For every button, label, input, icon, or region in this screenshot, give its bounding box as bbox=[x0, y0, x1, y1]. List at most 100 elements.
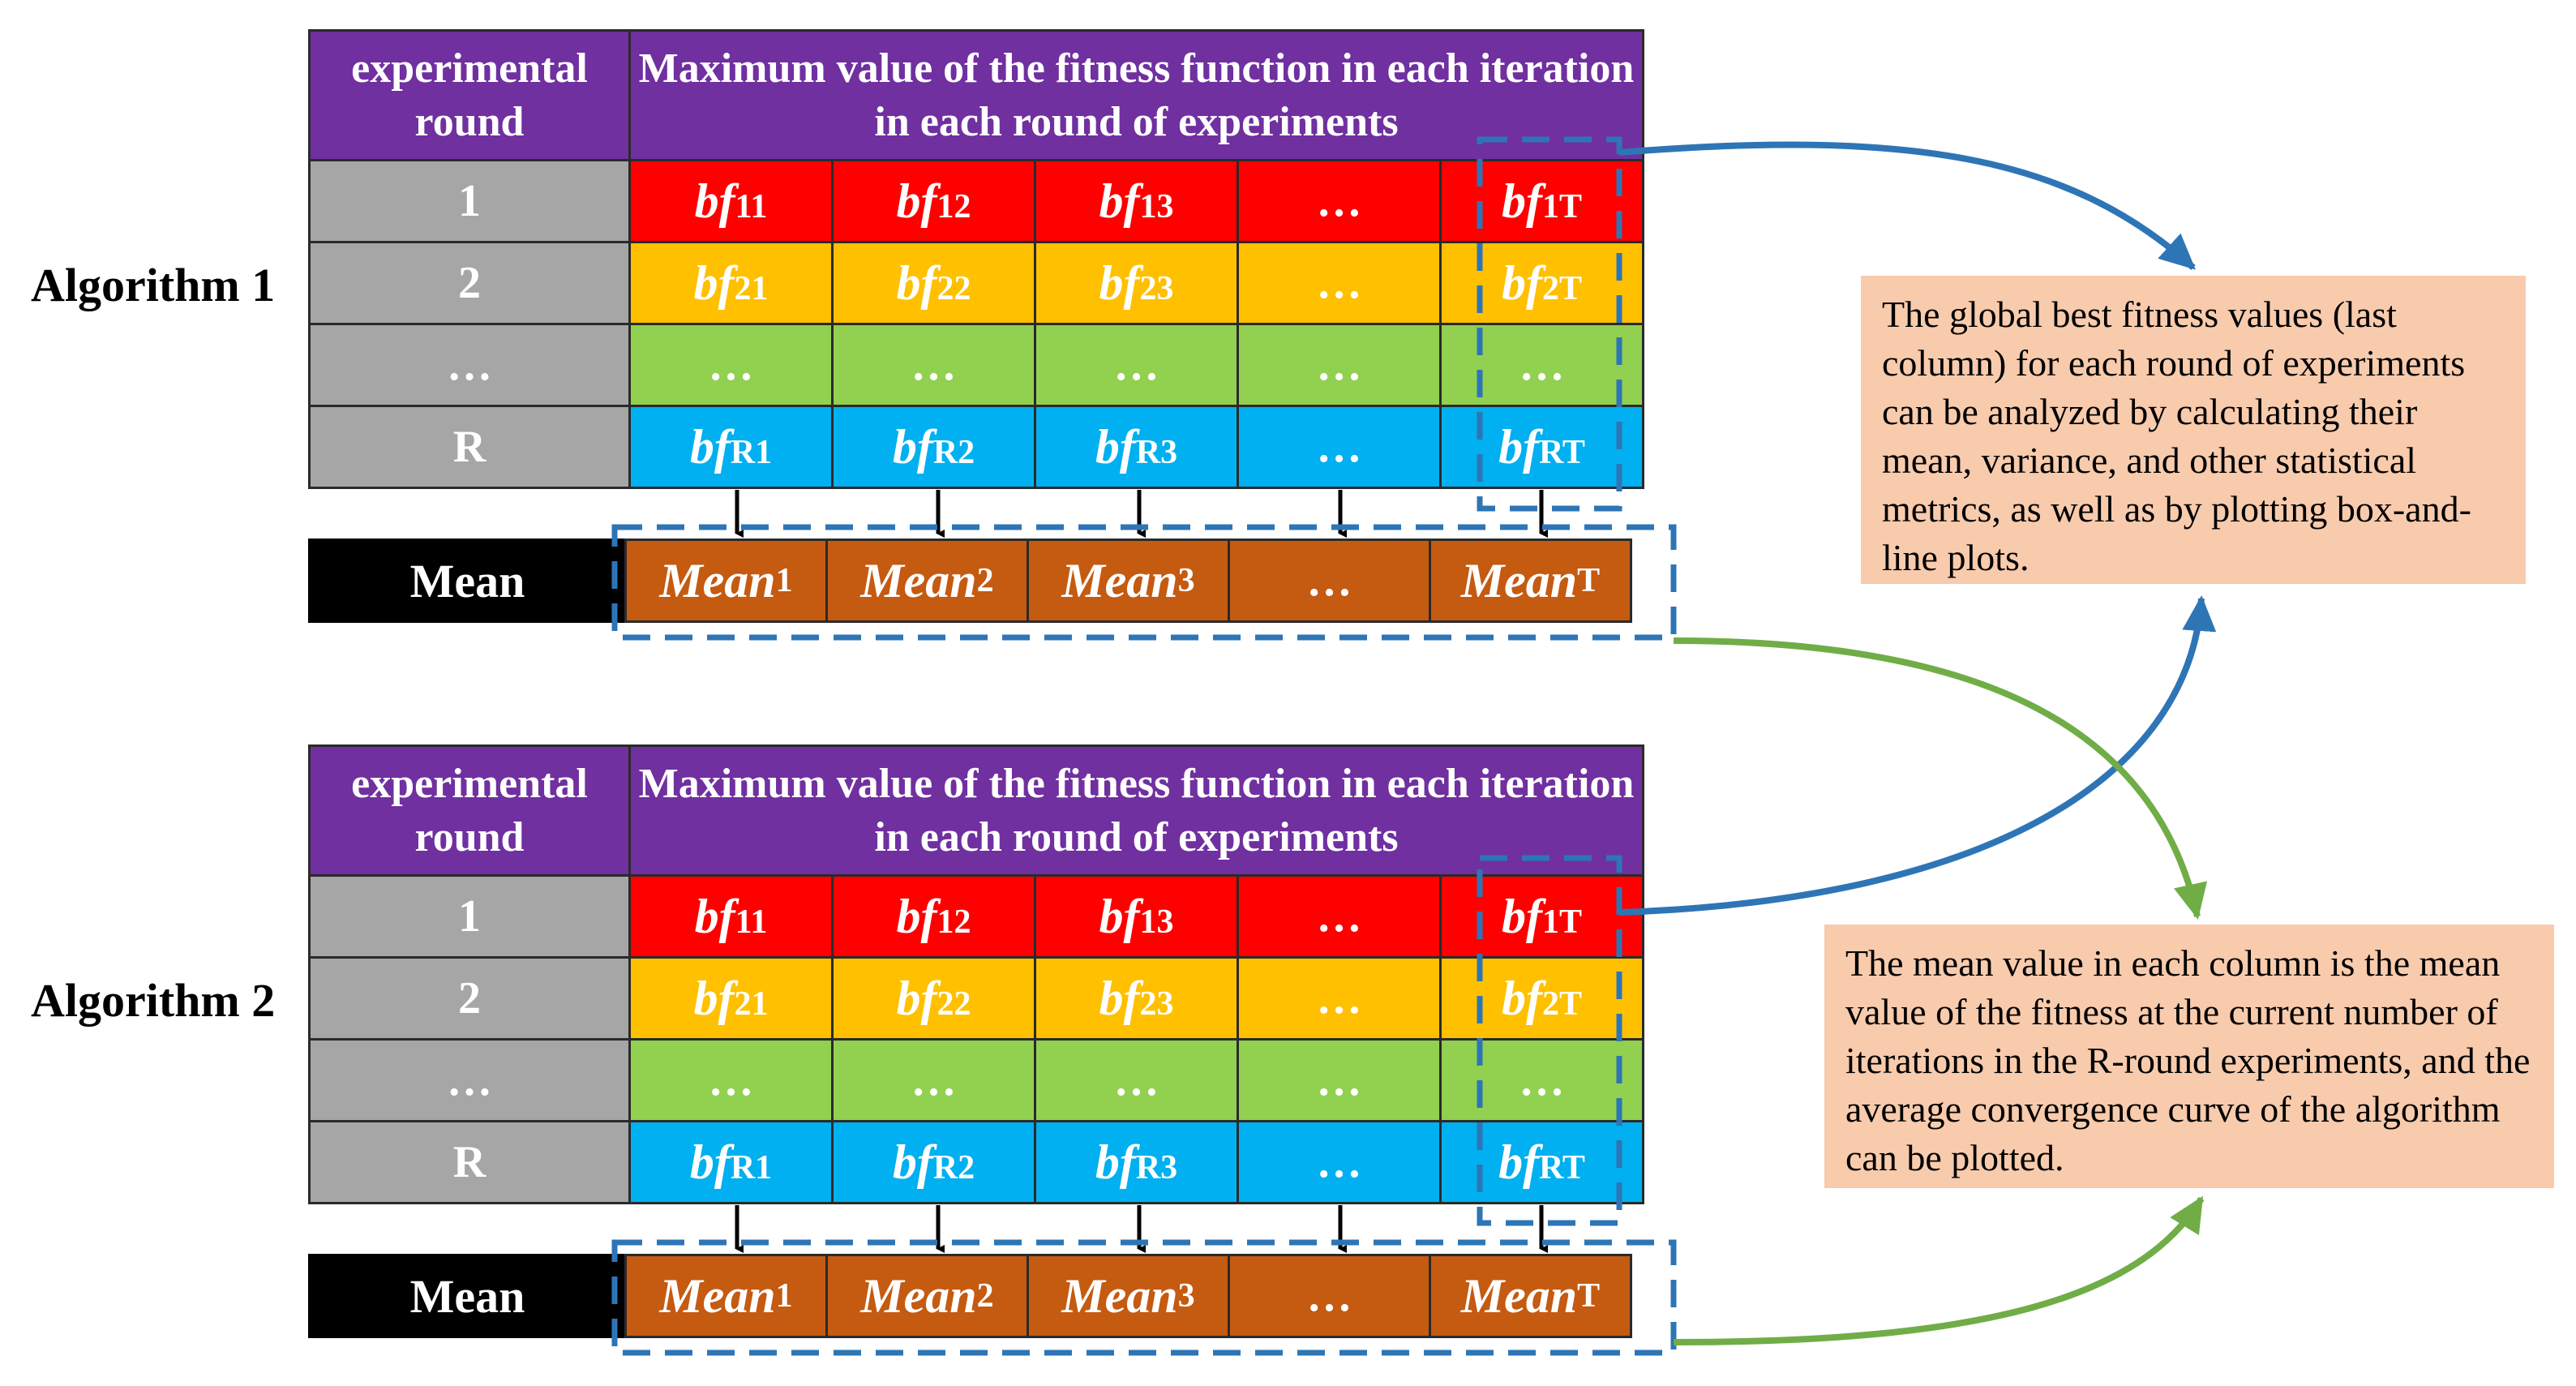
mean-cell: Mean 3 bbox=[1027, 1254, 1230, 1338]
value-cell: … bbox=[1237, 159, 1442, 243]
green-arrow-bottom bbox=[1673, 1195, 2205, 1345]
mean-cell: Mean 1 bbox=[624, 1254, 828, 1338]
mean-row-box-1 bbox=[611, 524, 1677, 641]
mean-cell: Mean 2 bbox=[825, 539, 1029, 623]
cell-subscript: 13 bbox=[1139, 187, 1174, 225]
cell-symbol: Mean bbox=[1460, 1268, 1578, 1323]
table-row: 2 bf21 bf22 bf23 … bf2T bbox=[308, 241, 1644, 325]
value-cell: … bbox=[628, 323, 834, 407]
cell-subscript: 2 bbox=[976, 562, 994, 599]
table-row: R bfR1 bfR2 bfR3 … bfRT bbox=[308, 1120, 1644, 1204]
value-cell: bf23 bbox=[1034, 241, 1239, 325]
cell-symbol: bf bbox=[896, 255, 937, 310]
algorithm-1-table: experimental round Maximum value of the … bbox=[308, 29, 1644, 489]
cell-subscript: R3 bbox=[1135, 433, 1178, 471]
value-cell: … bbox=[831, 323, 1036, 407]
value-cell: … bbox=[1237, 874, 1442, 959]
cell-subscript: 1 bbox=[775, 1277, 793, 1315]
cell-symbol: bf bbox=[1502, 255, 1542, 310]
cell-symbol: Mean bbox=[1061, 553, 1178, 607]
mean-cell: Mean 1 bbox=[624, 539, 828, 623]
cell-symbol: Mean bbox=[860, 553, 977, 607]
algorithm-1-label: Algorithm 1 bbox=[31, 259, 276, 311]
mean-value-note: The mean value in each column is the mea… bbox=[1824, 925, 2554, 1188]
global-best-note: The global best fitness values (last col… bbox=[1861, 276, 2526, 584]
cell-subscript: 11 bbox=[735, 903, 768, 941]
value-cell: bfRT bbox=[1439, 405, 1644, 489]
value-cell: bf12 bbox=[831, 874, 1036, 959]
cell-symbol: bf bbox=[694, 174, 735, 228]
mean-row-box-2 bbox=[611, 1239, 1677, 1356]
value-cell: bf1T bbox=[1439, 159, 1644, 243]
cell-symbol: Mean bbox=[659, 553, 776, 607]
cell-symbol: bf bbox=[689, 419, 731, 474]
mean-cell: Mean 2 bbox=[825, 1254, 1029, 1338]
value-cell: bf11 bbox=[628, 159, 834, 243]
last-column-box-1 bbox=[1477, 136, 1622, 512]
cell-subscript: RT bbox=[1539, 433, 1585, 471]
value-cell: bf23 bbox=[1034, 956, 1239, 1041]
cell-subscript: RT bbox=[1539, 1148, 1585, 1186]
cell-symbol: bf bbox=[1099, 889, 1140, 943]
value-cell: bfRT bbox=[1439, 1120, 1644, 1204]
green-arrow-top bbox=[1673, 637, 2207, 920]
value-cell: … bbox=[1237, 241, 1442, 325]
value-cell: bf12 bbox=[831, 159, 1036, 243]
value-cell: … bbox=[1439, 323, 1644, 407]
cell-subscript: 3 bbox=[1177, 562, 1195, 599]
blue-arrow-top bbox=[1618, 141, 2196, 270]
table-row: 1 bf11 bf12 bf13 … bf1T bbox=[308, 159, 1644, 243]
table-row: 1 bf11 bf12 bf13 … bf1T bbox=[308, 874, 1644, 959]
cell-symbol: Mean bbox=[860, 1268, 977, 1323]
cell-symbol: bf bbox=[689, 1135, 731, 1189]
cell-subscript: 1 bbox=[775, 562, 793, 599]
header-round: experimental round bbox=[308, 744, 631, 877]
cell-subscript: 23 bbox=[1139, 269, 1174, 307]
header-values: Maximum value of the fitness function in… bbox=[628, 744, 1644, 877]
cell-symbol: Mean bbox=[1061, 1268, 1178, 1323]
cell-subscript: 3 bbox=[1177, 1277, 1195, 1315]
value-cell: … bbox=[628, 1038, 834, 1122]
cell-subscript: 23 bbox=[1139, 985, 1174, 1023]
cell-symbol: bf bbox=[892, 1135, 933, 1189]
round-label: 2 bbox=[308, 241, 631, 325]
mean-label: Mean bbox=[308, 539, 627, 623]
algorithm-2-mean-row: Mean Mean 1 Mean 2 Mean 3 … Mean T bbox=[308, 1254, 1632, 1338]
mean-cell: Mean T bbox=[1429, 539, 1632, 623]
cell-symbol: bf bbox=[1498, 419, 1540, 474]
value-cell: bf22 bbox=[831, 241, 1036, 325]
cell-symbol: bf bbox=[1502, 174, 1542, 228]
algorithm-2-label: Algorithm 2 bbox=[31, 974, 276, 1027]
cell-symbol: bf bbox=[693, 255, 735, 310]
cell-subscript: 21 bbox=[734, 269, 769, 307]
cell-subscript: 2 bbox=[976, 1277, 994, 1315]
value-cell: bf1T bbox=[1439, 874, 1644, 959]
value-cell: bf21 bbox=[628, 956, 834, 1041]
mean-cell: Mean 3 bbox=[1027, 539, 1230, 623]
last-column-box-2 bbox=[1477, 855, 1622, 1226]
round-label: R bbox=[308, 405, 631, 489]
cell-subscript: R3 bbox=[1135, 1148, 1178, 1186]
cell-symbol: bf bbox=[1099, 255, 1140, 310]
cell-subscript: R1 bbox=[730, 433, 773, 471]
value-cell: … bbox=[1439, 1038, 1644, 1122]
cell-symbol: bf bbox=[694, 889, 735, 943]
round-label: … bbox=[308, 323, 631, 407]
cell-symbol: bf bbox=[1502, 971, 1542, 1025]
cell-subscript: R1 bbox=[730, 1148, 773, 1186]
mean-cell: Mean T bbox=[1429, 1254, 1632, 1338]
value-cell: bfR3 bbox=[1034, 1120, 1239, 1204]
algorithm-2-table: experimental round Maximum value of the … bbox=[308, 744, 1644, 1204]
blue-arrow-bottom bbox=[1618, 595, 2217, 916]
algorithm-1-mean-row: Mean Mean 1 Mean 2 Mean 3 … Mean T bbox=[308, 539, 1632, 623]
cell-symbol: bf bbox=[1095, 1135, 1136, 1189]
cell-subscript: 22 bbox=[937, 269, 971, 307]
cell-subscript: 1T bbox=[1541, 903, 1582, 941]
header-values: Maximum value of the fitness function in… bbox=[628, 29, 1644, 161]
value-cell: bfR1 bbox=[628, 405, 834, 489]
cell-symbol: bf bbox=[1095, 419, 1136, 474]
round-label: … bbox=[308, 1038, 631, 1122]
cell-subscript: 13 bbox=[1139, 903, 1174, 941]
cell-subscript: 2T bbox=[1541, 269, 1582, 307]
